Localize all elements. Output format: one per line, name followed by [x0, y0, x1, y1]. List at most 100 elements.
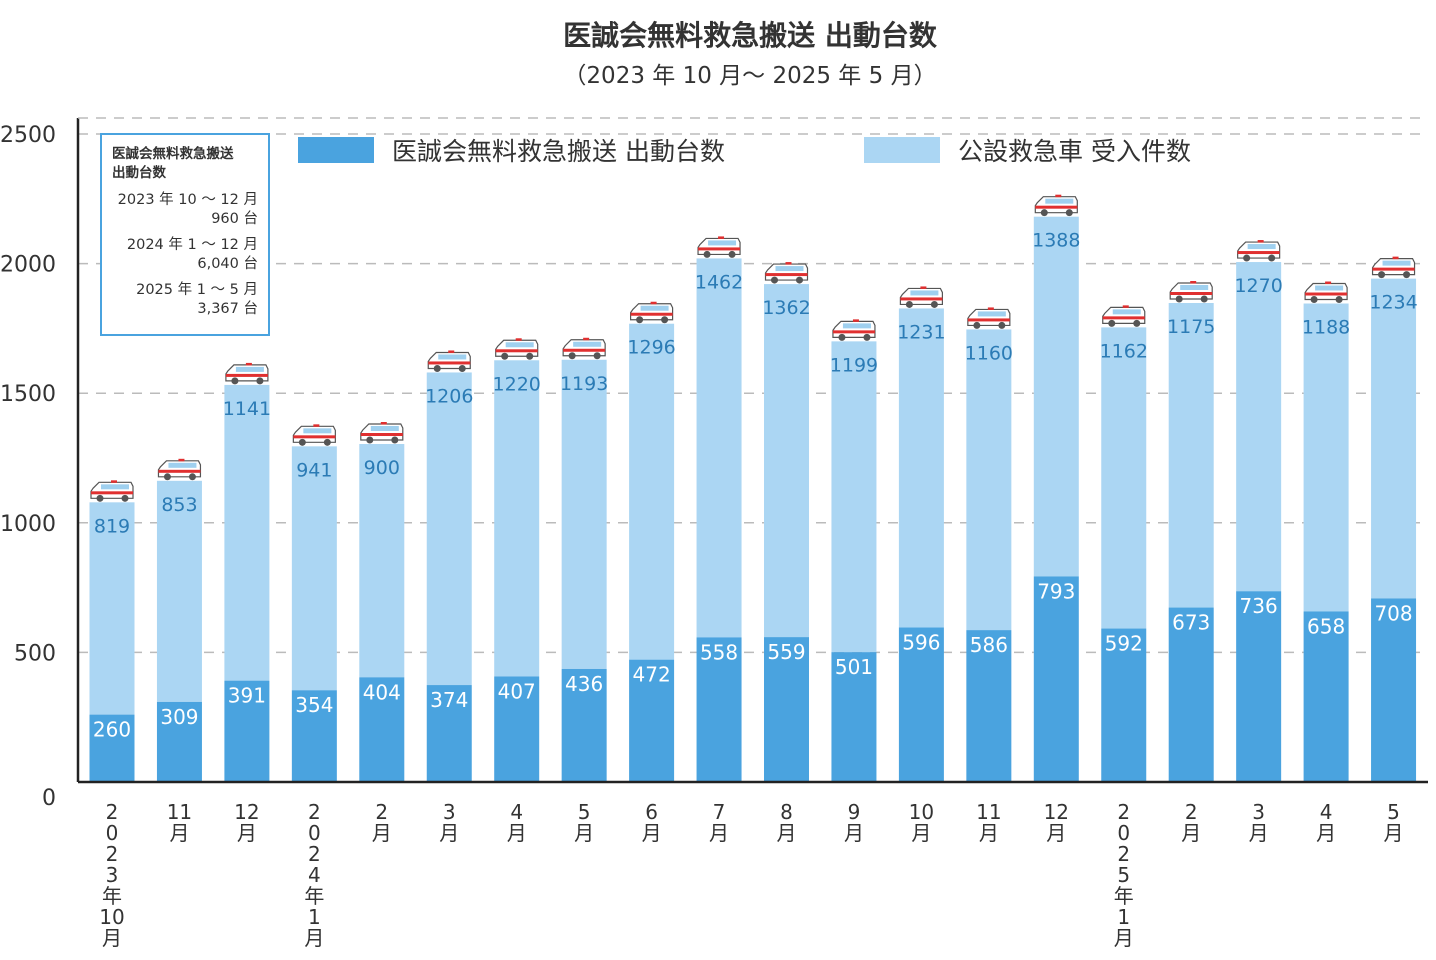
- y-tick-label: 500: [14, 641, 56, 666]
- data-label-dispatch: 391: [228, 684, 266, 708]
- data-label-dispatch: 436: [565, 672, 603, 696]
- data-label-dispatch: 501: [835, 655, 873, 679]
- bar-public: [696, 258, 742, 638]
- ambulance-icon: [1304, 281, 1348, 304]
- chart-title: 医誠会無料救急搬送 出動台数: [563, 19, 937, 52]
- totals-title-line1: 医誠会無料救急搬送: [112, 146, 234, 162]
- x-tick-label: 10 月: [908, 800, 935, 845]
- bar-public: [494, 360, 540, 677]
- data-label-public: 1193: [560, 373, 608, 395]
- bar-dispatch: [291, 690, 337, 782]
- bar-dispatch: [1101, 628, 1147, 782]
- totals-count: 960 台: [211, 211, 258, 227]
- bar-dispatch: [966, 630, 1012, 782]
- data-label-dispatch: 592: [1105, 632, 1143, 656]
- data-label-public: 853: [161, 494, 197, 516]
- bar-public: [426, 372, 472, 686]
- chart-subtitle: （2023 年 10 月〜 2025 年 5 月）: [563, 63, 937, 89]
- bar-dispatch: [1303, 611, 1349, 782]
- legend-label: 公設救急車 受入件数: [958, 137, 1191, 166]
- data-label-dispatch: 658: [1307, 614, 1345, 638]
- data-label-dispatch: 586: [970, 633, 1008, 657]
- data-label-dispatch: 472: [633, 663, 671, 687]
- totals-title-line2: 出動台数: [112, 165, 166, 181]
- totals-box: 医誠会無料救急搬送 出動台数 2023 年 10 〜 12 月 960 台 20…: [100, 133, 270, 336]
- bar-public: [359, 444, 405, 678]
- data-label-dispatch: 309: [160, 705, 198, 729]
- data-label-public: 1296: [627, 337, 675, 359]
- data-label-public: 1175: [1167, 316, 1215, 338]
- data-label-dispatch: 407: [498, 680, 536, 704]
- bar-dispatch: [561, 668, 607, 782]
- bar-public: [1371, 278, 1417, 599]
- bar-dispatch: [1236, 591, 1282, 782]
- bar-dispatch: [696, 637, 742, 782]
- data-label-dispatch: 558: [700, 640, 738, 664]
- data-label-dispatch: 559: [767, 640, 805, 664]
- data-label-public: 1362: [762, 297, 810, 319]
- totals-period: 2024 年 1 〜 12 月: [126, 237, 258, 253]
- data-label-public: 1388: [1032, 230, 1080, 252]
- data-label-public: 1141: [223, 398, 271, 420]
- bar-dispatch: [831, 652, 877, 782]
- data-label-public: 1220: [493, 373, 541, 395]
- y-tick-label: 2000: [0, 253, 56, 278]
- legend-swatch: [864, 137, 940, 163]
- ambulance-icon: [967, 307, 1011, 329]
- bar-dispatch: [224, 680, 270, 782]
- bar-public: [561, 359, 607, 669]
- data-label-dispatch: 736: [1240, 594, 1278, 618]
- bar-dispatch: [426, 685, 472, 782]
- data-label-public: 1206: [425, 385, 473, 407]
- data-label-public: 1199: [830, 354, 878, 376]
- data-label-public: 819: [94, 515, 130, 537]
- bar-dispatch: [629, 659, 675, 782]
- totals-box-title: 医誠会無料救急搬送 出動台数: [112, 145, 258, 183]
- data-label-dispatch: 793: [1037, 579, 1075, 603]
- y-tick-label: 1500: [0, 382, 56, 407]
- bar-public: [291, 446, 337, 691]
- x-tick-label: 2 0 2 3 年 10 月: [99, 800, 125, 950]
- ambulance-icon: [899, 286, 944, 308]
- x-tick-label: 11 月: [976, 800, 1002, 845]
- legend-item-public: 公設救急車 受入件数: [864, 132, 1191, 168]
- data-label-public: 1160: [965, 342, 1013, 364]
- bar-public: [831, 341, 877, 653]
- bar-public: [764, 284, 809, 638]
- bar-public: [629, 323, 675, 660]
- bar-public: [1303, 303, 1349, 612]
- ambulance-icon: [1102, 305, 1146, 327]
- bar-public: [156, 480, 202, 702]
- ambulance-icon: [1034, 194, 1078, 217]
- ambulance-icon: [697, 236, 741, 258]
- ambulance-icon: [157, 458, 202, 481]
- bar-public: [1236, 262, 1282, 592]
- ambulance-icon: [225, 362, 269, 385]
- data-label-dispatch: 354: [295, 693, 333, 717]
- ambulance-icon: [629, 301, 674, 324]
- ambulance-icon: [495, 338, 539, 360]
- ambulance-icon: [427, 350, 471, 372]
- x-tick-label: 11 月: [166, 800, 193, 845]
- data-label-dispatch: 374: [430, 688, 468, 712]
- bar-dispatch: [89, 714, 135, 782]
- bar-dispatch: [156, 701, 202, 782]
- bar-public: [89, 502, 135, 715]
- y-tick-label: 2500: [0, 123, 56, 148]
- bar-dispatch: [494, 676, 540, 782]
- y-tick-label: 1000: [0, 512, 56, 537]
- ambulance-icon: [1371, 256, 1416, 279]
- data-label-dispatch: 673: [1172, 611, 1210, 635]
- ambulance-icon: [360, 422, 404, 444]
- totals-period: 2023 年 10 〜 12 月: [117, 192, 258, 208]
- data-label-public: 1462: [695, 271, 743, 293]
